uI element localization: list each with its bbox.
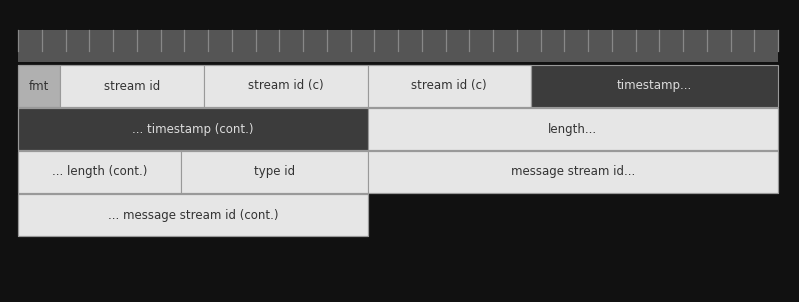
Bar — [368, 65, 531, 107]
Bar — [18, 108, 778, 150]
Bar — [18, 65, 60, 107]
Bar — [18, 30, 778, 62]
Bar — [18, 194, 368, 236]
Text: ... timestamp (cont.): ... timestamp (cont.) — [132, 123, 253, 136]
Bar — [18, 108, 368, 150]
Text: stream id (c): stream id (c) — [248, 79, 324, 92]
Text: fmt: fmt — [29, 79, 49, 92]
Text: stream id (c): stream id (c) — [411, 79, 487, 92]
Bar — [368, 151, 778, 193]
Bar — [18, 151, 181, 193]
Text: type id: type id — [254, 165, 295, 178]
Text: length...: length... — [548, 123, 598, 136]
Text: ... length (cont.): ... length (cont.) — [52, 165, 147, 178]
Bar — [18, 151, 778, 193]
Bar — [181, 151, 368, 193]
Bar — [531, 65, 778, 107]
Bar — [205, 65, 368, 107]
Bar — [18, 65, 531, 107]
Text: stream id: stream id — [104, 79, 160, 92]
Bar — [60, 65, 205, 107]
Bar — [18, 194, 368, 236]
Bar — [368, 108, 778, 150]
Text: ... message stream id (cont.): ... message stream id (cont.) — [108, 208, 278, 221]
Text: message stream id...: message stream id... — [511, 165, 635, 178]
Text: timestamp...: timestamp... — [617, 79, 692, 92]
